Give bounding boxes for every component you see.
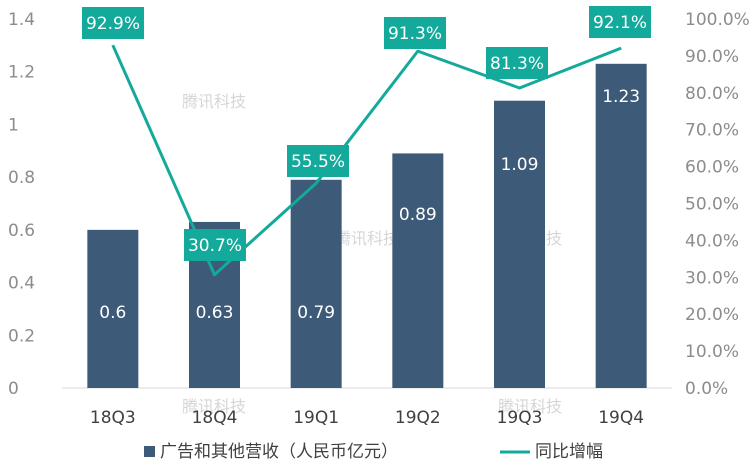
right-tick-label: 90.0% xyxy=(685,47,739,67)
bar-data-label: 1.09 xyxy=(501,155,539,175)
bar xyxy=(87,229,139,388)
left-tick-label: 1 xyxy=(8,115,19,135)
legend-line-label: 同比增幅 xyxy=(535,442,603,462)
left-tick-label: 1.4 xyxy=(8,10,35,30)
watermark: 腾讯科技 xyxy=(335,229,399,248)
x-tick-label: 19Q2 xyxy=(395,408,441,428)
bar-data-label: 0.6 xyxy=(99,303,126,323)
line-data-label: 55.5% xyxy=(291,152,345,172)
bar-series: 0.6 0.63 0.79 0.89 1.09 1.23 xyxy=(87,63,647,389)
line-data-label: 92.1% xyxy=(593,13,647,33)
x-tick-label: 19Q1 xyxy=(293,408,339,428)
bar-data-label: 0.63 xyxy=(196,303,234,323)
bar-data-label: 0.89 xyxy=(399,205,437,225)
watermark: 腾讯科技 xyxy=(498,397,562,416)
right-tick-label: 40.0% xyxy=(685,231,739,251)
line-data-label: 91.3% xyxy=(388,24,442,44)
left-tick-label: 0.8 xyxy=(8,168,35,188)
x-axis: 18Q3 18Q4 19Q1 19Q2 19Q3 19Q4 xyxy=(90,408,644,428)
line-data-label: 92.9% xyxy=(86,14,140,34)
x-tick-label: 19Q4 xyxy=(598,408,644,428)
x-tick-label: 19Q3 xyxy=(497,408,543,428)
x-tick-label: 18Q3 xyxy=(90,408,136,428)
legend-bar-swatch xyxy=(144,446,155,457)
right-tick-label: 30.0% xyxy=(685,268,739,288)
bar-data-label: 1.23 xyxy=(602,87,640,107)
line-data-label: 81.3% xyxy=(490,54,544,74)
right-tick-label: 100.0% xyxy=(685,10,750,30)
right-tick-label: 60.0% xyxy=(685,158,739,178)
line-label-box xyxy=(486,47,548,79)
right-tick-label: 20.0% xyxy=(685,305,739,325)
line-data-label: 30.7% xyxy=(188,236,242,256)
right-tick-label: 50.0% xyxy=(685,195,739,215)
bar xyxy=(290,179,342,388)
bar xyxy=(595,63,647,389)
legend-bar-label: 广告和其他营收（人民币亿元） xyxy=(160,442,398,462)
line-labels: 92.9% 30.7% 55.5% 91.3% 81.3% 92.1% xyxy=(82,6,651,261)
x-tick-label: 18Q4 xyxy=(192,408,238,428)
line-label-box xyxy=(184,229,246,261)
left-tick-label: 0 xyxy=(8,379,19,399)
line-label-box xyxy=(589,6,651,38)
bar-data-label: 0.79 xyxy=(297,303,335,323)
left-axis: 0 0.2 0.4 0.6 0.8 1 1.2 1.4 xyxy=(8,10,35,399)
bar xyxy=(392,153,444,388)
right-tick-label: 80.0% xyxy=(685,84,739,104)
right-tick-label: 70.0% xyxy=(685,121,739,141)
left-tick-label: 0.4 xyxy=(8,274,35,294)
line-label-box xyxy=(287,145,349,177)
bar xyxy=(494,100,545,388)
legend: 广告和其他营收（人民币亿元） 同比增幅 xyxy=(144,442,603,462)
watermark: 腾讯科技 xyxy=(182,397,246,416)
right-axis: 0.0% 10.0% 20.0% 30.0% 40.0% 50.0% 60.0% 70.0% 8… xyxy=(685,10,750,399)
line-label-box xyxy=(384,17,446,49)
watermark: 腾讯科技 xyxy=(182,92,246,111)
line-label-box xyxy=(82,7,144,39)
right-tick-label: 0.0% xyxy=(685,379,728,399)
right-tick-label: 10.0% xyxy=(685,342,739,362)
left-tick-label: 1.2 xyxy=(8,63,35,83)
left-tick-label: 0.2 xyxy=(8,326,35,346)
left-tick-label: 0.6 xyxy=(8,221,35,241)
